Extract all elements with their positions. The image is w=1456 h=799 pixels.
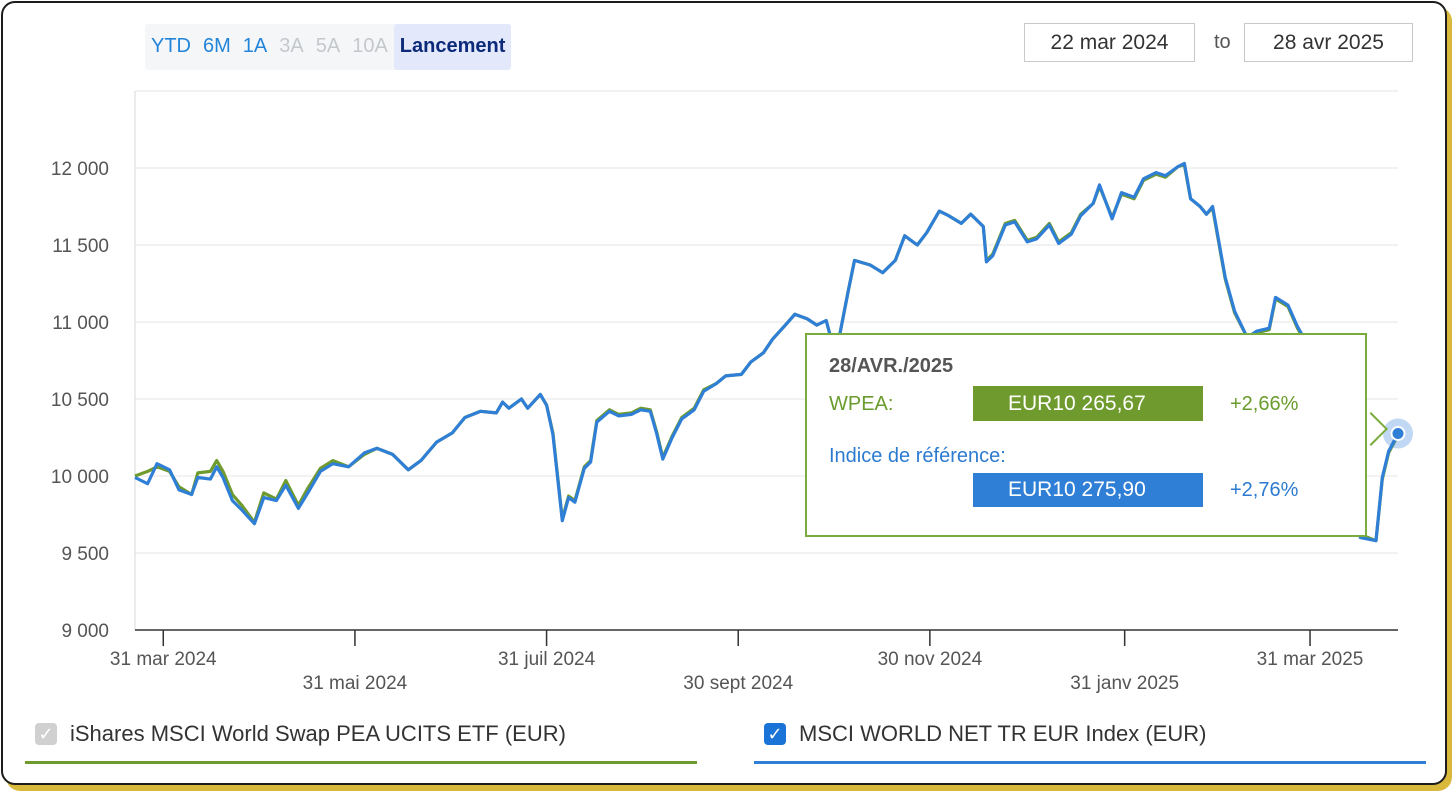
- legend-item-etf[interactable]: ✓ iShares MSCI World Swap PEA UCITS ETF …: [25, 717, 697, 764]
- y-tick-label: 9 500: [61, 544, 109, 565]
- checkbox-icon[interactable]: ✓: [764, 723, 786, 745]
- tooltip-series1-change: +2,66%: [1230, 393, 1299, 415]
- line-chart[interactable]: 9 000 9 500 10 000 10 500 11 000 11 500 12 000…: [3, 3, 1445, 783]
- tooltip-series2-name: Indice de référence:: [829, 445, 1006, 467]
- x-tick-label: 30 nov 2024: [878, 649, 983, 670]
- y-tick-label: 10 000: [51, 467, 109, 488]
- range-button-3a[interactable]: 3A: [279, 35, 304, 57]
- range-button-10a[interactable]: 10A: [352, 35, 388, 57]
- date-from-input[interactable]: 22 mar 2024: [1024, 23, 1195, 62]
- range-button-lancement[interactable]: Lancement: [393, 24, 512, 70]
- range-selector: YTD 6M 1A 3A 5A 10A Lancement: [145, 24, 512, 70]
- tooltip-date: 28/AVR./2025: [829, 355, 954, 377]
- series-line-2: [134, 161, 1400, 543]
- checkbox-icon[interactable]: ✓: [35, 723, 57, 745]
- range-button-5a[interactable]: 5A: [315, 35, 341, 57]
- legend-label: iShares MSCI World Swap PEA UCITS ETF (E…: [70, 721, 566, 746]
- chart-tooltip: 28/AVR./2025 WPEA: EUR10 265,67 +2,66% I…: [805, 333, 1367, 537]
- legend-item-index[interactable]: ✓ MSCI WORLD NET TR EUR Index (EUR): [754, 717, 1426, 764]
- y-tick-label: 9 000: [61, 621, 109, 642]
- y-tick-label: 11 000: [52, 313, 109, 334]
- tooltip-series2-value: EUR10 275,90: [973, 473, 1203, 507]
- legend-label: MSCI WORLD NET TR EUR Index (EUR): [799, 721, 1207, 746]
- range-button-ytd[interactable]: YTD: [151, 35, 191, 57]
- range-button-1a[interactable]: 1A: [242, 35, 268, 57]
- tooltip-series1-name: WPEA:: [829, 393, 894, 415]
- tooltip-series2-change: +2,76%: [1230, 479, 1299, 501]
- x-tick-label: 31 mar 2025: [1257, 649, 1364, 670]
- x-tick-label: 30 sept 2024: [683, 673, 793, 694]
- y-tick-label: 11 500: [52, 236, 109, 257]
- hover-marker: [1390, 425, 1406, 441]
- x-tick-label: 31 janv 2025: [1070, 673, 1179, 694]
- chart-widget: YTD 6M 1A 3A 5A 10A Lancement 22 mar 2024 to 2…: [1, 1, 1447, 785]
- date-to-input[interactable]: 28 avr 2025: [1244, 23, 1413, 62]
- to-label: to: [1214, 31, 1231, 53]
- range-button-6m[interactable]: 6M: [203, 35, 231, 57]
- x-tick-label: 31 juil 2024: [498, 649, 596, 670]
- x-tick-label: 31 mar 2024: [110, 649, 217, 670]
- tooltip-series1-value: EUR10 265,67: [973, 386, 1203, 421]
- y-tick-label: 12 000: [51, 159, 109, 180]
- x-tick-label: 31 mai 2024: [303, 673, 408, 694]
- y-tick-label: 10 500: [51, 390, 109, 411]
